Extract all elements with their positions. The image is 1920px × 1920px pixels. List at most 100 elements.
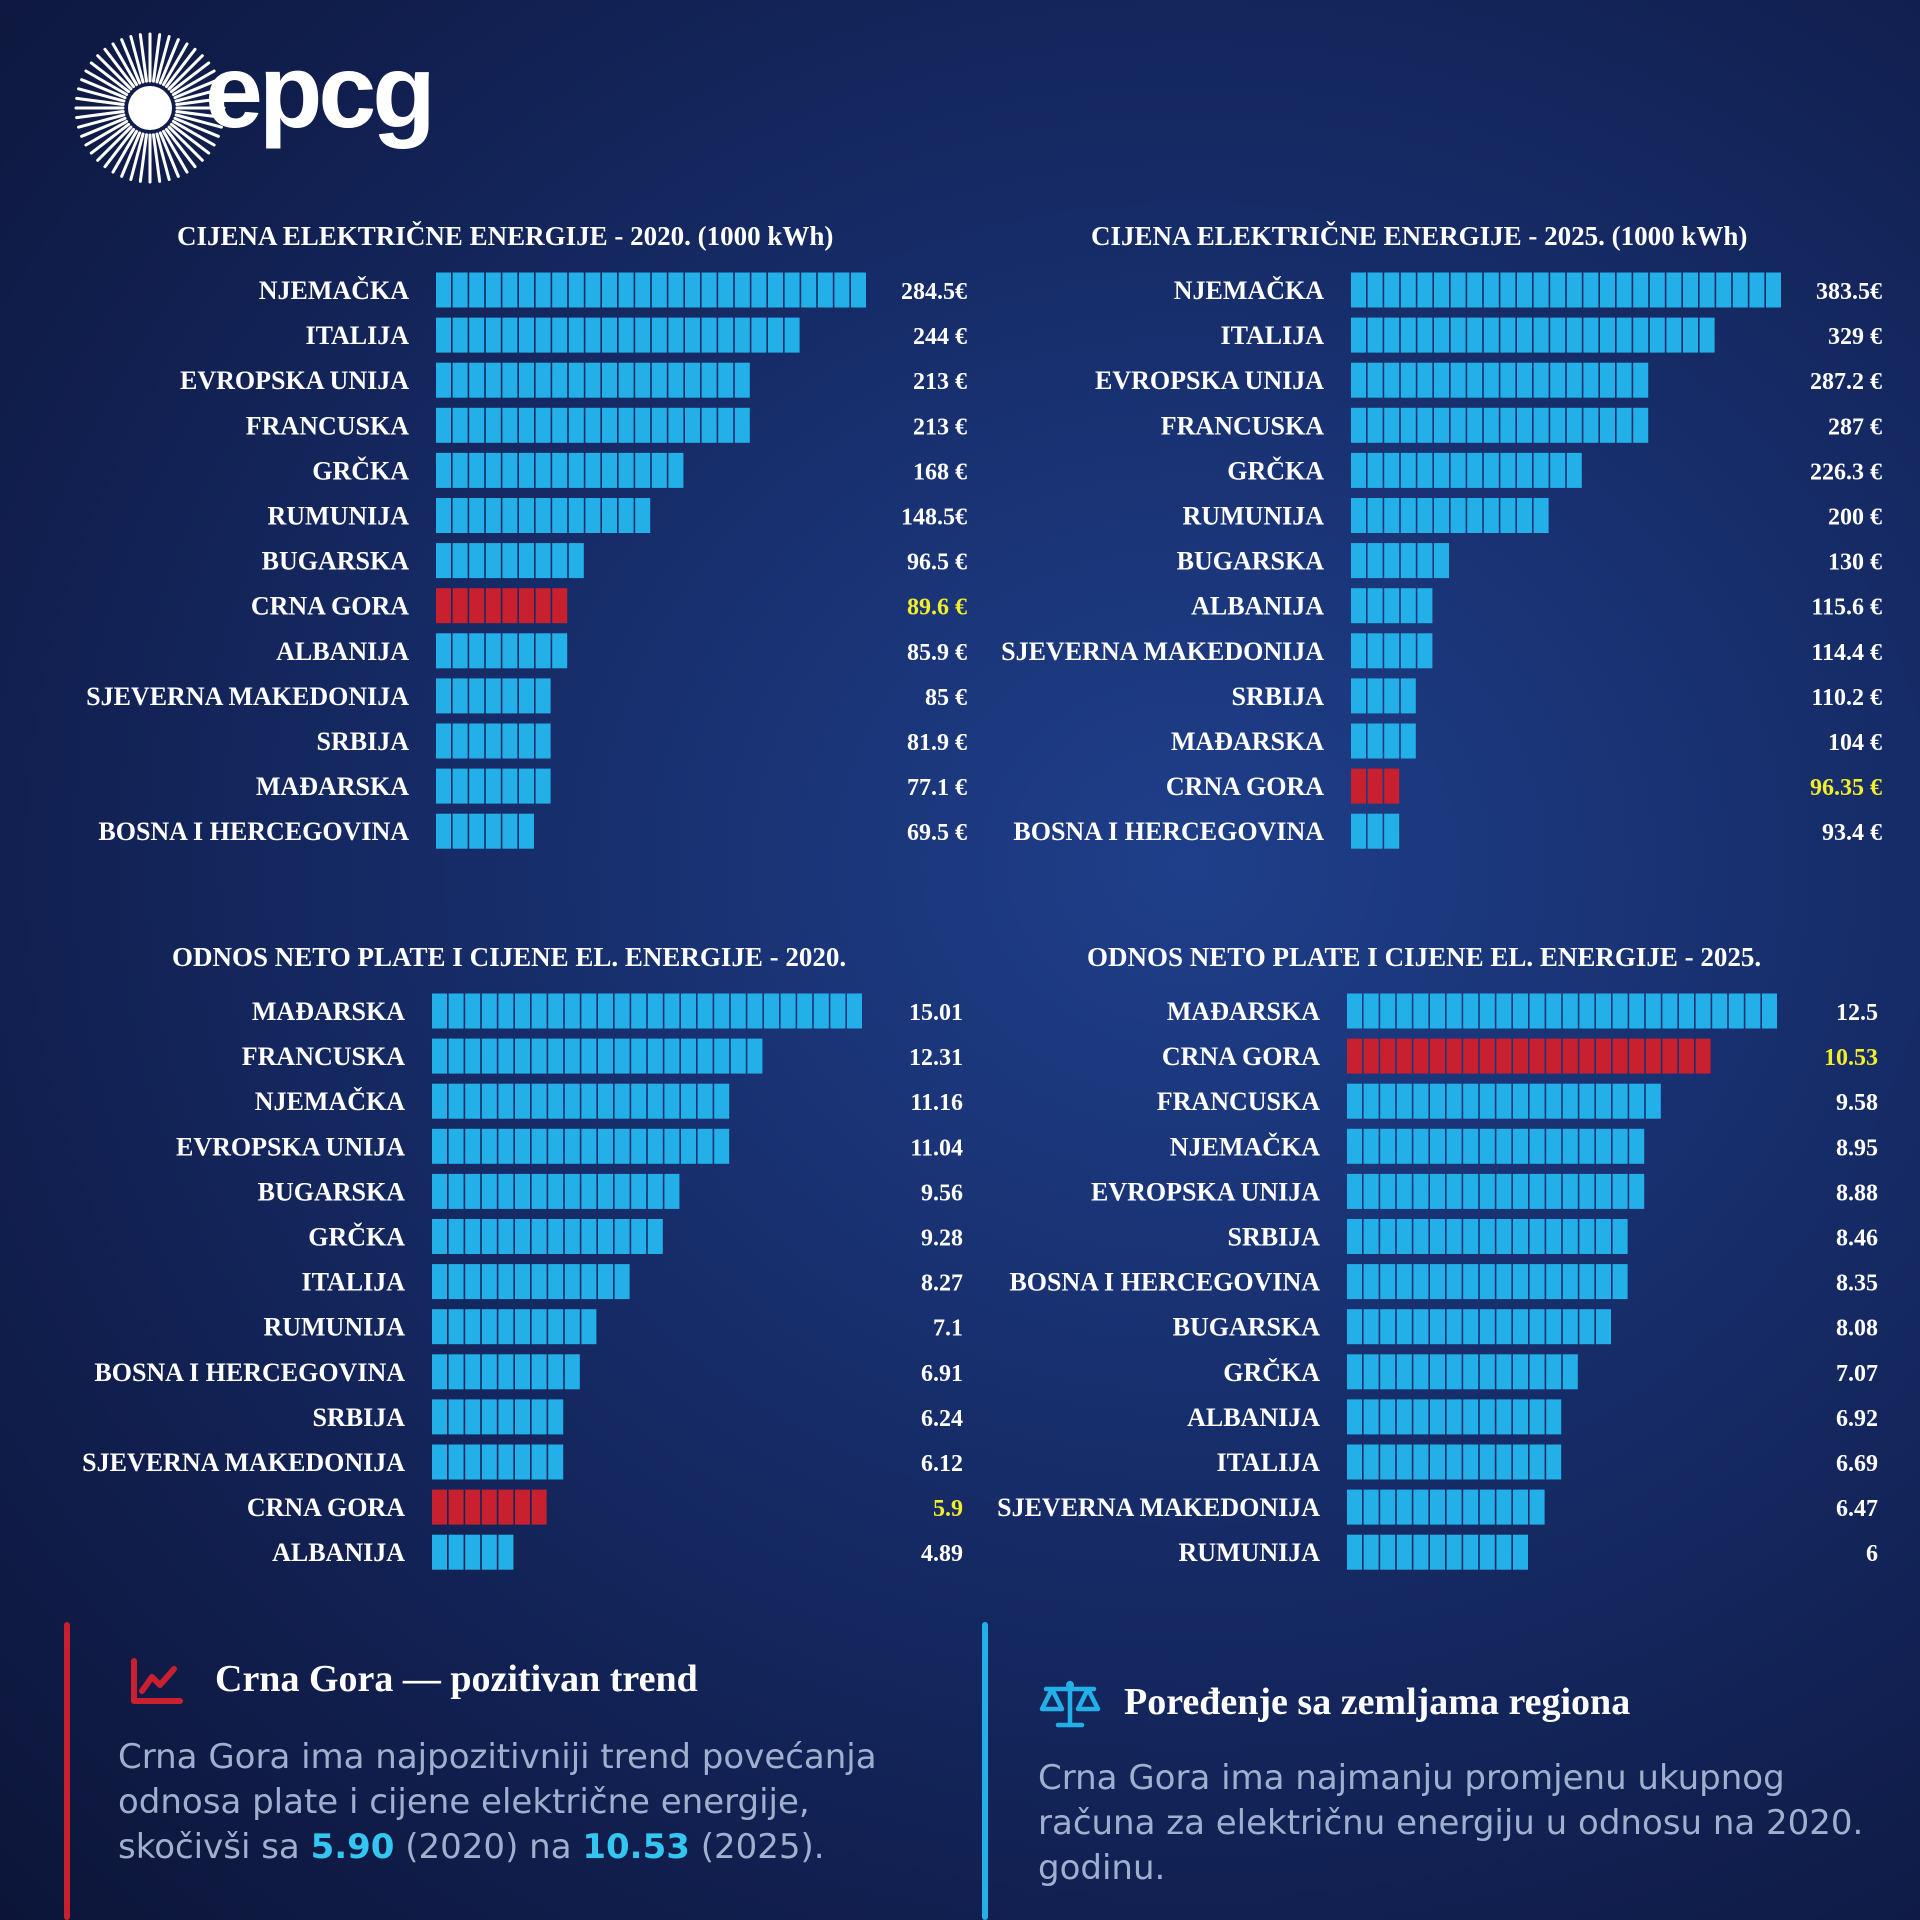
bar-segment bbox=[635, 272, 651, 308]
bar-segment bbox=[1517, 272, 1532, 308]
category-label: RUMUNIJA bbox=[1182, 502, 1324, 531]
bar-segment bbox=[1430, 1489, 1445, 1525]
chart-price-2020: CIJENA ELEKTRIČNE ENERGIJE - 2020. (1000… bbox=[0, 210, 967, 930]
bar-segment bbox=[465, 1354, 481, 1390]
bar-segment bbox=[1496, 1309, 1512, 1345]
bar-segment bbox=[1413, 1354, 1429, 1390]
bar-segment bbox=[448, 1173, 464, 1209]
bar-segment bbox=[531, 1354, 547, 1390]
bar-segment bbox=[465, 1444, 481, 1480]
bar-segment bbox=[1546, 1173, 1562, 1209]
bar-segment bbox=[1529, 1219, 1545, 1254]
bar-segment bbox=[502, 588, 518, 624]
bar-segment bbox=[618, 407, 634, 443]
bar-segment bbox=[1479, 1309, 1495, 1345]
bar-segment bbox=[1413, 1128, 1429, 1164]
bar-segment bbox=[1380, 1219, 1396, 1254]
bar-segment bbox=[598, 1264, 613, 1300]
bar-segment bbox=[651, 272, 667, 308]
bar-segment bbox=[1347, 1354, 1362, 1390]
bar-segment bbox=[1579, 1219, 1595, 1254]
info-text-part: (2020) na bbox=[394, 1827, 583, 1867]
bar-segment bbox=[432, 1489, 447, 1525]
bar-segment bbox=[1513, 1219, 1528, 1254]
bar-segment bbox=[1347, 1489, 1362, 1525]
bar-segment bbox=[1596, 1264, 1611, 1300]
bar-segment bbox=[1463, 1489, 1479, 1525]
bar-segment bbox=[1612, 1083, 1628, 1119]
bar-segment bbox=[598, 1083, 613, 1119]
value-label: 148.5€ bbox=[901, 505, 967, 531]
bar-segment bbox=[519, 813, 534, 849]
bar-segment bbox=[1699, 317, 1715, 353]
bar-segment bbox=[465, 1038, 481, 1074]
bar-segment bbox=[685, 317, 700, 353]
bar-segment bbox=[515, 1219, 530, 1254]
bar-segment bbox=[1351, 813, 1366, 849]
bar-segment bbox=[1513, 1128, 1528, 1164]
category-label: SJEVERNA MAKEDONIJA bbox=[1001, 637, 1324, 666]
category-label: EVROPSKA UNIJA bbox=[180, 366, 409, 395]
bar-segment bbox=[1529, 1173, 1545, 1209]
sun-ray bbox=[84, 69, 129, 96]
bar-segment bbox=[718, 407, 734, 443]
bar-segment bbox=[1596, 1038, 1611, 1074]
bar-segment bbox=[1446, 1309, 1462, 1345]
bar-segment bbox=[701, 317, 717, 353]
bar-segment bbox=[1500, 362, 1516, 398]
bar-segment bbox=[515, 1399, 530, 1435]
category-label: RUMUNIJA bbox=[267, 502, 409, 531]
value-label: 287 € bbox=[1828, 414, 1882, 440]
sun-ray bbox=[155, 35, 171, 84]
bar-segment bbox=[1380, 1534, 1396, 1570]
bar-segment bbox=[564, 1264, 580, 1300]
category-label: CRNA GORA bbox=[1162, 1042, 1320, 1071]
value-label: 200 € bbox=[1828, 505, 1882, 531]
bar-segment bbox=[1351, 633, 1366, 669]
bar-segment bbox=[448, 1264, 464, 1300]
bar-segment bbox=[1517, 498, 1532, 533]
bar-segment bbox=[1529, 1038, 1545, 1074]
bar-segment bbox=[1529, 1083, 1545, 1119]
bar-segment bbox=[1583, 317, 1599, 353]
sun-ray bbox=[75, 110, 125, 120]
info-title: Crna Gora — pozitivan trend bbox=[215, 1658, 698, 1700]
bar-segment bbox=[1347, 1128, 1362, 1164]
bar-segment bbox=[564, 1219, 580, 1254]
bar-segment bbox=[498, 1534, 514, 1570]
bar-segment bbox=[1513, 1083, 1528, 1119]
category-label: FRANCUSKA bbox=[246, 411, 409, 440]
bar-segment bbox=[1347, 1534, 1362, 1570]
bar-segment bbox=[519, 543, 534, 579]
bar-segment bbox=[1347, 1219, 1362, 1254]
bar-segment bbox=[1396, 1083, 1412, 1119]
bar-segment bbox=[614, 1264, 630, 1300]
bar-segment bbox=[1479, 993, 1495, 1029]
chart-bars: MAĐARSKA 12.5 CRNA GORA 10.53 FRANCUSKA 9.58 N… bbox=[997, 993, 1878, 1570]
bar-segment bbox=[531, 1219, 547, 1254]
bar-segment bbox=[1363, 1128, 1379, 1164]
bar-segment bbox=[481, 1489, 497, 1525]
bar-segment bbox=[515, 993, 530, 1029]
value-label: 6 bbox=[1866, 1541, 1878, 1567]
category-label: BUGARSKA bbox=[262, 547, 410, 576]
bar-segment bbox=[1500, 407, 1516, 443]
chart-bars: NJEMAČKA 284.5€ ITALIJA 244 € EVROPSKA UNIJA… bbox=[86, 272, 967, 849]
bar-segment bbox=[1517, 452, 1532, 488]
bar-segment bbox=[564, 1309, 580, 1345]
bar-segment bbox=[1400, 723, 1416, 759]
bar-segment bbox=[631, 993, 647, 1029]
category-label: MAĐARSKA bbox=[1167, 997, 1320, 1026]
bar-segment bbox=[1446, 1399, 1462, 1435]
bar-segment bbox=[548, 1354, 564, 1390]
chart-bars: NJEMAČKA 383.5€ ITALIJA 329 € EVROPSKA UNIJA… bbox=[1001, 272, 1882, 849]
sun-ray bbox=[175, 96, 225, 106]
value-label: 110.2 € bbox=[1811, 685, 1882, 711]
bar-segment bbox=[1367, 362, 1383, 398]
bar-segment bbox=[1496, 1489, 1512, 1525]
bar-segment bbox=[1430, 1128, 1445, 1164]
bar-segment bbox=[1666, 317, 1682, 353]
value-label: 6.12 bbox=[921, 1451, 963, 1477]
bar-segment bbox=[1596, 1309, 1611, 1345]
value-label: 226.3 € bbox=[1810, 459, 1882, 485]
